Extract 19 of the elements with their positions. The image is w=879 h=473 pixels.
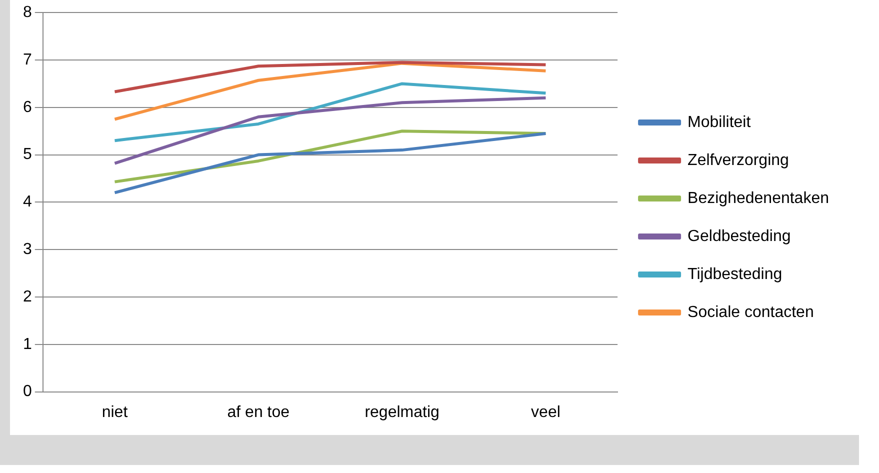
legend-label: Mobiliteit bbox=[688, 114, 752, 131]
legend-label: Geldbesteding bbox=[688, 228, 791, 245]
y-tick-label: 1 bbox=[22, 336, 32, 353]
y-tick-label: 0 bbox=[22, 383, 32, 400]
y-tick-label: 8 bbox=[22, 4, 32, 22]
y-tick-label: 5 bbox=[22, 146, 32, 164]
y-tick-label: 2 bbox=[22, 288, 32, 306]
y-tick-label: 6 bbox=[22, 98, 32, 116]
legend-label: Bezighedenentaken bbox=[688, 190, 829, 207]
y-tick-label: 4 bbox=[22, 194, 32, 211]
x-tick-label: veel bbox=[531, 404, 560, 421]
x-tick-label: af en toe bbox=[227, 404, 290, 421]
legend-label: Zelfverzorging bbox=[688, 152, 789, 169]
x-tick-label: regelmatig bbox=[364, 404, 440, 421]
y-tick-label: 7 bbox=[22, 51, 32, 68]
legend-label: Tijdbesteding bbox=[688, 266, 782, 283]
legend-label: Sociale contacten bbox=[688, 304, 814, 321]
y-tick-label: 3 bbox=[22, 241, 32, 258]
x-tick-label: niet bbox=[102, 404, 128, 421]
